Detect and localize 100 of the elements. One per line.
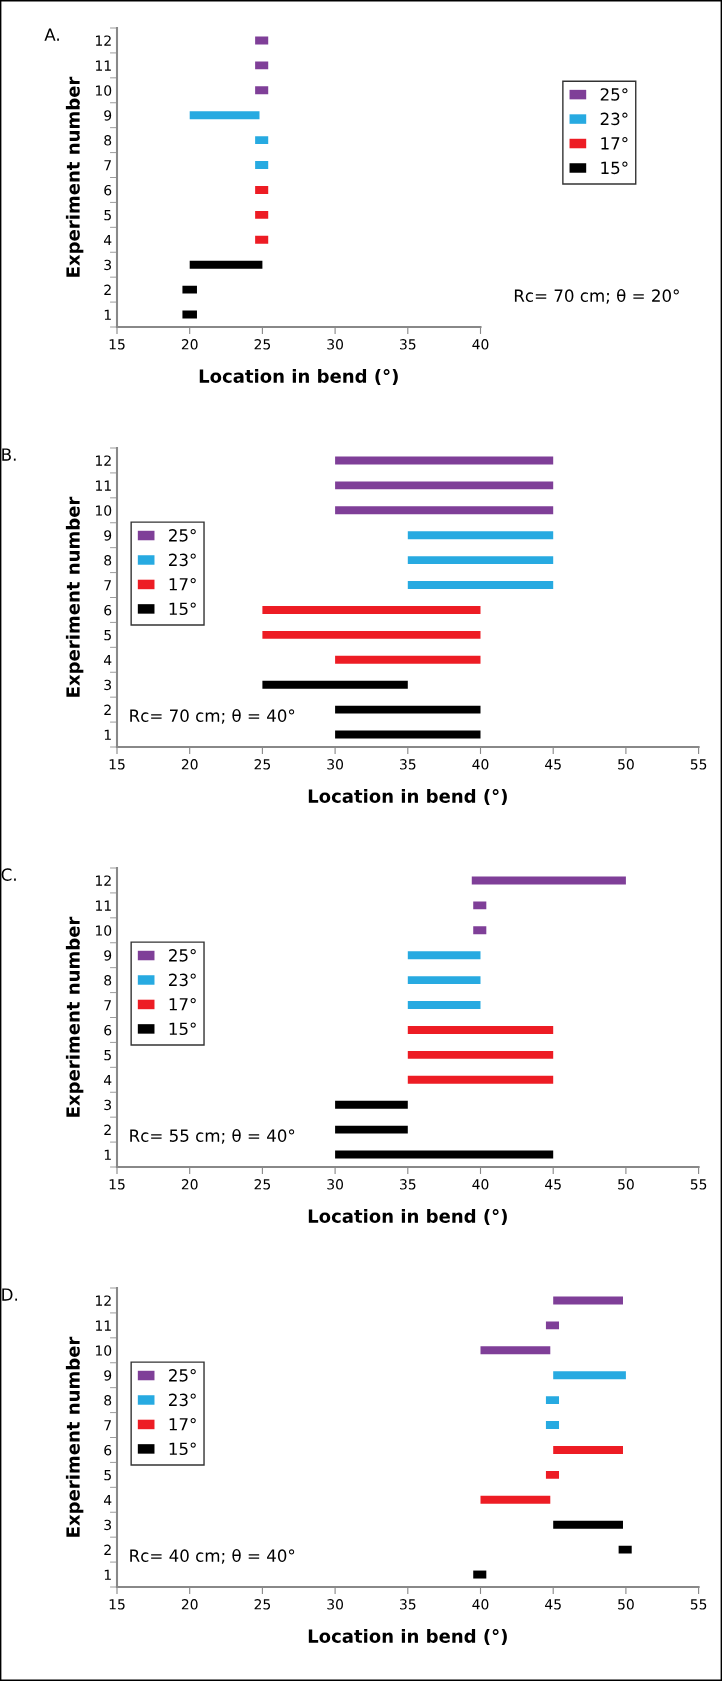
bar xyxy=(262,630,481,639)
bar xyxy=(335,1100,408,1109)
annotation: Rc= 55 cm; θ = 40° xyxy=(130,1128,295,1144)
bar xyxy=(262,605,481,614)
y-tick-label: 12 xyxy=(95,455,111,466)
x-tick-label: 40 xyxy=(472,1599,489,1610)
x-tick-label: 30 xyxy=(327,1599,344,1610)
legend-label: 23° xyxy=(169,553,196,567)
bar xyxy=(255,210,269,219)
y-tick-label: 2 xyxy=(104,704,111,715)
y-tick-label: 5 xyxy=(104,210,111,221)
legend-label: 17° xyxy=(169,578,196,591)
x-tick-label: 20 xyxy=(181,1599,198,1610)
x-tick-label: 20 xyxy=(181,339,198,350)
bar xyxy=(189,260,263,269)
x-tick-label: 50 xyxy=(618,1179,634,1190)
chart-title: C. xyxy=(1,868,16,881)
y-tick-label: 9 xyxy=(104,950,112,961)
bar xyxy=(545,1421,560,1430)
y-tick-label: 3 xyxy=(104,1519,112,1531)
y-tick-label: 9 xyxy=(104,530,112,541)
bar xyxy=(182,310,197,319)
x-tick-label: 35 xyxy=(400,759,416,770)
bar xyxy=(407,1075,554,1084)
x-tick-label: 30 xyxy=(327,339,344,350)
x-axis-title: Location in bend (°) xyxy=(199,368,398,386)
bar xyxy=(189,111,260,120)
y-tick-label: 6 xyxy=(104,184,112,196)
bar xyxy=(335,730,481,739)
y-tick-label: 8 xyxy=(104,135,112,146)
legend-label: 15° xyxy=(601,161,628,175)
y-tick-label: 1 xyxy=(104,309,111,320)
x-tick-label: 15 xyxy=(109,339,125,350)
x-tick-label: 15 xyxy=(109,759,125,770)
bar xyxy=(553,1520,623,1529)
bar xyxy=(255,161,269,170)
bar xyxy=(255,185,269,194)
bar xyxy=(545,1321,560,1330)
x-tick-label: 45 xyxy=(545,759,561,770)
bar xyxy=(553,1371,626,1380)
x-tick-label: 55 xyxy=(690,1179,707,1190)
y-tick-label: 6 xyxy=(104,1444,112,1456)
bar xyxy=(473,1570,487,1579)
y-tick-label: 11 xyxy=(95,60,111,71)
y-tick-label: 5 xyxy=(104,1050,111,1061)
chart-title: A. xyxy=(44,28,59,41)
x-tick-label: 40 xyxy=(472,339,489,350)
y-tick-label: 5 xyxy=(104,1470,111,1481)
bar xyxy=(407,531,554,540)
x-axis-title: Location in bend (°) xyxy=(308,1208,507,1226)
x-tick-label: 25 xyxy=(254,1599,271,1610)
y-tick-label: 1 xyxy=(104,1149,111,1160)
y-tick-label: 7 xyxy=(104,160,111,171)
y-tick-label: 11 xyxy=(95,900,111,911)
bar xyxy=(255,86,269,95)
y-tick-label: 9 xyxy=(104,1370,112,1381)
y-tick-label: 4 xyxy=(103,1074,112,1086)
x-tick-label: 35 xyxy=(400,1179,416,1190)
bar xyxy=(407,581,554,590)
bar xyxy=(335,655,481,664)
y-tick-label: 5 xyxy=(104,630,111,641)
y-tick-label: 10 xyxy=(95,925,112,936)
y-tick-label: 11 xyxy=(95,480,111,491)
annotation: Rc= 70 cm; θ = 40° xyxy=(130,708,295,724)
y-tick-label: 1 xyxy=(104,729,111,740)
x-tick-label: 55 xyxy=(690,1599,707,1610)
bar xyxy=(407,1025,554,1034)
x-axis-title: Location in bend (°) xyxy=(308,788,507,806)
y-tick-label: 4 xyxy=(103,234,112,246)
annotation: Rc= 40 cm; θ = 40° xyxy=(130,1548,295,1564)
legend-label: 25° xyxy=(169,1369,196,1382)
y-tick-label: 10 xyxy=(95,1345,112,1356)
bar xyxy=(545,1470,560,1479)
x-tick-label: 30 xyxy=(327,759,344,770)
x-tick-label: 30 xyxy=(327,1179,344,1190)
x-tick-label: 40 xyxy=(472,759,489,770)
y-tick-label: 3 xyxy=(104,259,112,271)
bar xyxy=(618,1545,632,1554)
bar xyxy=(553,1296,623,1305)
chart-title: D. xyxy=(2,1288,18,1301)
x-tick-label: 35 xyxy=(400,1599,416,1610)
y-tick-label: 7 xyxy=(104,1000,111,1011)
bar xyxy=(553,1445,623,1454)
y-tick-label: 2 xyxy=(104,1544,111,1555)
y-axis-title: Experiment number xyxy=(65,916,84,1117)
y-tick-label: 8 xyxy=(104,555,112,566)
y-tick-label: 3 xyxy=(104,1099,112,1111)
bar xyxy=(255,235,269,244)
y-tick-label: 4 xyxy=(103,654,112,666)
bar xyxy=(335,481,554,490)
y-axis-title: Experiment number xyxy=(65,1336,84,1537)
y-axis-title: Experiment number xyxy=(65,76,84,277)
bar xyxy=(255,136,269,145)
legend-label: 23° xyxy=(600,112,628,126)
y-tick-label: 12 xyxy=(95,875,111,886)
x-tick-label: 55 xyxy=(690,759,707,770)
y-tick-label: 4 xyxy=(103,1494,112,1506)
y-tick-label: 10 xyxy=(95,85,112,96)
y-tick-label: 6 xyxy=(104,1024,112,1036)
x-tick-label: 15 xyxy=(109,1599,125,1610)
